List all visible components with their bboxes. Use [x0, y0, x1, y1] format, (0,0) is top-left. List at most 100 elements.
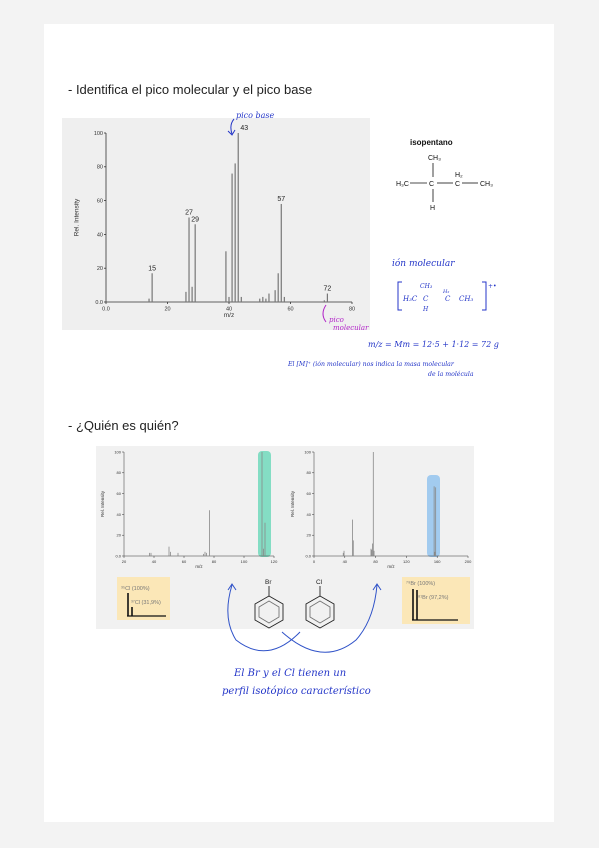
- bar-mz-29: [194, 224, 196, 302]
- x-tick-label: 200: [465, 559, 472, 564]
- x-tick-label: 80: [349, 307, 355, 313]
- cl-isotope-box: ³⁵Cl (100%) ³⁷Cl (31,9%): [117, 577, 170, 620]
- peak-label: 43: [240, 125, 248, 132]
- chlorobenzene-structure: Cl: [305, 579, 335, 629]
- y-tick-label: 100: [114, 449, 121, 454]
- x-tick-label: 120: [271, 559, 278, 564]
- bar-mz-76: [372, 543, 373, 556]
- ion-c: C: [423, 295, 429, 303]
- section1-heading: - Identifica el pico molecular y el pico…: [68, 82, 313, 97]
- struct-c-right: C: [455, 181, 460, 188]
- x-axis-label: m/z: [195, 564, 203, 569]
- x-tick-label: 160: [434, 559, 441, 564]
- y-tick-label: 80: [117, 470, 122, 475]
- y-tick-label: 0.0: [115, 553, 121, 558]
- bar-mz-158: [435, 487, 437, 556]
- bar-mz-73: [203, 553, 204, 556]
- x-tick-label: 40: [152, 559, 157, 564]
- bar-mz-38: [150, 552, 152, 556]
- x-tick-label: 20: [164, 307, 170, 313]
- bar-mz-39: [225, 251, 227, 302]
- bar-mz-113: [263, 548, 264, 556]
- bar-mz-43: [237, 133, 239, 302]
- y-axis-label: Rel. Intensity: [100, 490, 105, 517]
- y-tick-label: 80: [307, 470, 312, 475]
- bar-mz-50: [352, 519, 353, 556]
- isopentane-structure: isopentano CH₃ H₂ H₃C C C CH₃ H: [396, 138, 493, 212]
- bar-mz-56: [177, 552, 179, 556]
- chart-isopentane: 0.0 20 40 60 80 0.0 20 40 60 80 100 m/z Rel. Intensi…: [74, 125, 356, 319]
- bar-mz-50: [259, 298, 261, 302]
- blue-highlight: [427, 475, 440, 557]
- cl-label: Cl: [316, 579, 323, 586]
- bar-mz-15: [151, 273, 153, 302]
- annotation-note-line1: El [M]⁺ (ión molecular) nos indica la ma…: [287, 361, 455, 368]
- arrow-pico-base: [230, 118, 235, 135]
- br-isotope-box: ⁷⁹Br (100%) ⁸¹Br (97,2%): [402, 577, 470, 624]
- struct-h-bottom: H: [430, 205, 435, 212]
- chart-bromobenzene: 0 40 80 120 160 200 0.0 20 40 60 80 100 m/z Rel. Inte…: [290, 449, 472, 569]
- y-tick-label: 60: [97, 199, 103, 205]
- bar-mz-157: [434, 551, 436, 556]
- bar-mz-77: [372, 452, 374, 556]
- y-tick-label: 20: [97, 266, 103, 272]
- x-tick-label: 40: [226, 307, 232, 313]
- x-tick-label: 80: [212, 559, 217, 564]
- isotope-arrows: [227, 583, 382, 653]
- y-tick-label: 20: [307, 533, 312, 538]
- section2-note-line2: perfil isotópico característico: [222, 686, 371, 697]
- bar-mz-51: [262, 296, 264, 302]
- bar-mz-27: [188, 217, 190, 302]
- bar-mz-114: [264, 522, 266, 556]
- bar-mz-112: [261, 452, 263, 556]
- y-tick-label: 100: [94, 131, 103, 137]
- x-axis-label: m/z: [224, 312, 234, 319]
- bar-mz-39: [343, 550, 345, 556]
- cl-isotope-label-2: ³⁷Cl (31,9%): [131, 599, 161, 606]
- structure-name: isopentano: [410, 138, 453, 147]
- x-tick-label: 100: [241, 559, 248, 564]
- bar-mz-40: [228, 296, 230, 302]
- x-tick-label: 60: [287, 307, 293, 313]
- y-tick-label: 100: [304, 449, 311, 454]
- bar-mz-26: [185, 291, 187, 302]
- annotation-pico-molecular-2: molecular: [333, 324, 369, 332]
- ion-cprime: C: [445, 295, 451, 303]
- peak-label: 27: [185, 210, 193, 217]
- bar-mz-156: [433, 486, 435, 556]
- br-isotope-label-1: ⁷⁹Br (100%): [406, 580, 435, 587]
- ion-ch3: CH₃: [420, 283, 433, 290]
- ion-h3c: H₃C: [402, 295, 418, 303]
- x-tick-label: 0.0: [102, 307, 110, 313]
- x-tick-label: 20: [122, 559, 127, 564]
- bar-mz-78: [373, 550, 375, 556]
- bar-mz-41: [231, 173, 233, 302]
- struct-h2: H₂: [455, 172, 463, 179]
- bar-mz-14: [148, 298, 150, 302]
- bar-mz-58: [283, 296, 285, 302]
- bar-mz-53: [268, 293, 270, 302]
- ion-ch3-right: CH₃: [459, 295, 473, 303]
- annotation-pico-molecular-1: pico: [329, 316, 344, 324]
- bar-mz-55: [274, 290, 276, 302]
- bar-mz-57: [280, 203, 282, 302]
- bar-mz-50: [168, 546, 170, 556]
- bar-mz-74: [204, 551, 206, 556]
- bar-mz-42: [234, 163, 236, 302]
- y-tick-label: 0.0: [95, 300, 103, 306]
- annotation-pico-base: pico base: [236, 111, 275, 120]
- peak-label: 15: [148, 265, 156, 272]
- y-tick-label: 60: [307, 491, 312, 496]
- arrow-pico-molecular: [322, 304, 327, 323]
- peak-label: 29: [191, 216, 199, 223]
- y-tick-label: 80: [97, 165, 103, 171]
- cl-isotope-label-1: ³⁵Cl (100%): [121, 585, 150, 592]
- x-tick-label: 0: [313, 559, 316, 564]
- bar-mz-51: [170, 551, 171, 556]
- bar-mz-52: [265, 298, 267, 302]
- annotation-ion-molecular: ión molecular: [392, 258, 455, 269]
- ion-h2: H₂: [442, 289, 449, 295]
- bar-mz-44: [240, 296, 242, 302]
- struct-c-center: C: [429, 181, 434, 188]
